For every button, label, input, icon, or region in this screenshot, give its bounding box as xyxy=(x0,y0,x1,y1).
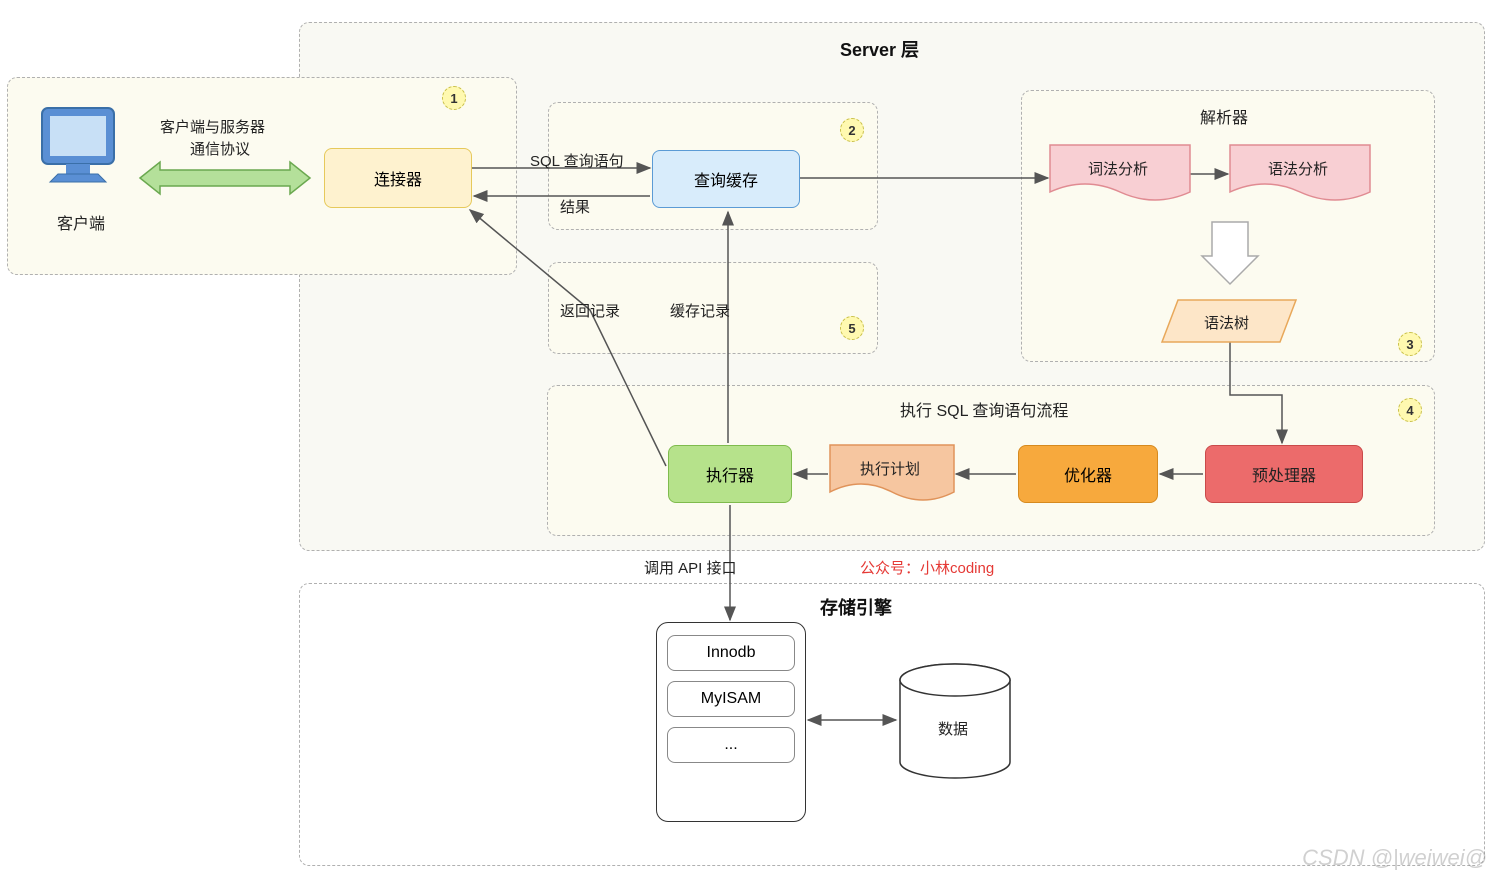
engine-myisam: MyISAM xyxy=(667,681,795,717)
client-protocol-1: 客户端与服务器 xyxy=(160,116,265,137)
badge-5: 5 xyxy=(840,316,864,340)
credit-label: 公众号：小林coding xyxy=(860,557,994,578)
cache-label: 查询缓存 xyxy=(694,167,758,191)
exec-plan-label: 执行计划 xyxy=(860,458,920,479)
storage-engine-title: 存储引擎 xyxy=(820,594,892,620)
badge-2: 2 xyxy=(840,118,864,142)
client-protocol-2: 通信协议 xyxy=(190,138,250,159)
cache-node: 查询缓存 xyxy=(652,150,800,208)
connector-node: 连接器 xyxy=(324,148,472,208)
watermark: CSDN @|weiwei@ xyxy=(1302,845,1487,871)
badge-3: 3 xyxy=(1398,332,1422,356)
badge-1: 1 xyxy=(442,86,466,110)
call-api-label: 调用 API 接口 xyxy=(644,557,737,578)
executor-label: 执行器 xyxy=(706,462,754,486)
db-label: 数据 xyxy=(938,718,968,739)
engine-myisam-label: MyISAM xyxy=(701,690,761,708)
syntax-tree-label: 语法树 xyxy=(1204,312,1249,333)
client-label: 客户端 xyxy=(57,210,105,234)
cache-record-label: 缓存记录 xyxy=(670,300,730,321)
lex-label: 词法分析 xyxy=(1088,158,1148,179)
storage-engine-region xyxy=(299,583,1485,866)
badge-4: 4 xyxy=(1398,398,1422,422)
sql-query-label: SQL 查询语句 xyxy=(530,150,624,171)
engine-innodb: Innodb xyxy=(667,635,795,671)
engine-etc-label: ... xyxy=(724,736,737,754)
connector-label: 连接器 xyxy=(374,166,422,190)
exec-region-title: 执行 SQL 查询语句流程 xyxy=(900,397,1068,421)
preprocessor-node: 预处理器 xyxy=(1205,445,1363,503)
executor-node: 执行器 xyxy=(668,445,792,503)
engine-etc: ... xyxy=(667,727,795,763)
preprocessor-label: 预处理器 xyxy=(1252,462,1316,486)
server-layer-title: Server 层 xyxy=(840,36,919,62)
result-label: 结果 xyxy=(560,196,590,217)
optimizer-label: 优化器 xyxy=(1064,462,1112,486)
return-record-label: 返回记录 xyxy=(560,300,620,321)
storage-engines-box: Innodb MyISAM ... xyxy=(656,622,806,822)
syn-label: 语法分析 xyxy=(1268,158,1328,179)
optimizer-node: 优化器 xyxy=(1018,445,1158,503)
engine-innodb-label: Innodb xyxy=(707,644,756,662)
parser-title: 解析器 xyxy=(1200,104,1248,128)
